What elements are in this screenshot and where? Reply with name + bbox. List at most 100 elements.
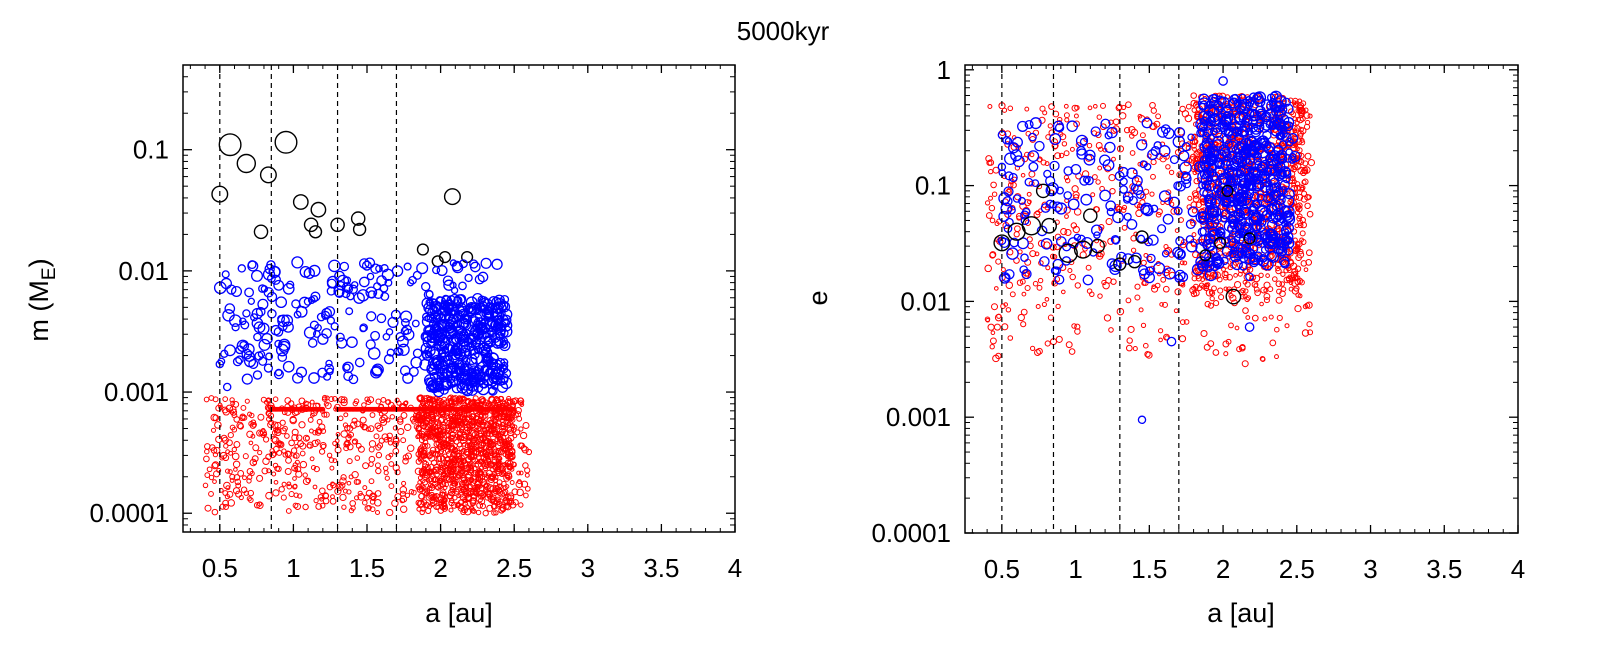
data-point: [240, 404, 247, 411]
data-point: [383, 354, 395, 365]
data-point: [483, 335, 493, 345]
data-point: [368, 478, 375, 485]
data-point: [384, 475, 390, 481]
data-point: [1262, 316, 1268, 322]
data-point: [1213, 236, 1227, 250]
data-point: [1185, 235, 1195, 244]
data-point: [1175, 236, 1185, 246]
data-point: [1196, 285, 1203, 291]
data-point: [1060, 228, 1068, 236]
data-point: [1001, 273, 1010, 282]
data-point: [447, 394, 455, 402]
data-point: [1027, 150, 1040, 163]
data-point: [1299, 237, 1305, 243]
data-point: [436, 443, 444, 451]
data-point: [464, 495, 472, 503]
data-point: [1132, 346, 1138, 352]
data-point: [1175, 180, 1186, 192]
data-point: [1204, 268, 1218, 282]
data-point: [1071, 104, 1079, 112]
data-point: [1239, 153, 1251, 165]
data-point: [988, 195, 993, 201]
data-point: [445, 374, 456, 384]
data-point: [1234, 325, 1240, 331]
data-point: [458, 259, 468, 269]
data-point: [1199, 116, 1210, 126]
data-point: [466, 442, 473, 449]
data-point: [1005, 307, 1012, 313]
data-point: [417, 417, 424, 424]
data-point: [369, 412, 376, 418]
data-point: [1093, 206, 1101, 213]
data-point: [380, 397, 387, 403]
data-point: [1304, 152, 1312, 160]
data-point: [389, 414, 395, 420]
data-point: [1149, 191, 1155, 197]
data-point: [1130, 252, 1142, 264]
data-point: [388, 483, 395, 490]
x-tick-label: 0.5: [984, 554, 1020, 584]
data-point: [368, 461, 374, 467]
data-point: [994, 221, 1000, 227]
data-point: [515, 480, 524, 488]
data-point: [1292, 116, 1298, 122]
data-point: [432, 311, 441, 320]
data-point: [984, 316, 991, 322]
data-point: [991, 303, 998, 311]
data-point: [339, 261, 350, 272]
data-point: [1256, 217, 1267, 227]
data-point: [1294, 203, 1302, 210]
data-point: [388, 461, 395, 467]
data-point: [1106, 126, 1118, 139]
data-point: [204, 504, 212, 512]
data-point: [278, 338, 291, 351]
data-point: [208, 490, 214, 497]
data-point: [1099, 189, 1111, 202]
data-point: [468, 465, 475, 472]
data-point: [1212, 252, 1221, 262]
data-point: [1292, 131, 1299, 138]
data-point: [204, 443, 211, 450]
data-point: [429, 397, 437, 405]
data-point: [1305, 259, 1313, 266]
data-point: [989, 344, 995, 350]
data-point: [423, 397, 429, 403]
data-point: [1229, 220, 1239, 230]
data-point: [1079, 137, 1088, 146]
data-point: [518, 426, 524, 432]
data-point: [430, 301, 441, 313]
data-point: [1300, 185, 1306, 191]
data-point: [257, 450, 263, 456]
data-point: [227, 431, 234, 439]
data-point: [1288, 286, 1294, 292]
data-point: [481, 347, 493, 359]
data-point: [1280, 219, 1289, 228]
data-point: [1191, 138, 1199, 146]
data-point: [312, 484, 318, 490]
data-point: [256, 474, 264, 482]
data-point: [306, 443, 312, 449]
data-point: [1237, 243, 1248, 254]
data-point: [1073, 208, 1082, 216]
data-point: [341, 282, 353, 293]
data-point: [1179, 161, 1192, 175]
data-point: [1273, 187, 1284, 198]
mass-panel-reference-lines: [219, 65, 398, 532]
data-point: [421, 281, 431, 292]
data-point: [336, 337, 348, 349]
data-point: [1121, 204, 1128, 210]
data-point: [1245, 272, 1254, 282]
data-point: [1228, 249, 1237, 259]
data-point: [241, 373, 253, 385]
data-point: [440, 498, 447, 505]
data-point: [308, 372, 320, 384]
data-point: [246, 468, 254, 475]
data-point: [380, 419, 388, 426]
data-point: [1209, 290, 1216, 297]
data-point: [1112, 211, 1124, 224]
data-point: [1274, 354, 1279, 360]
data-point: [292, 483, 298, 489]
data-point: [427, 493, 433, 499]
data-point: [1007, 205, 1016, 215]
